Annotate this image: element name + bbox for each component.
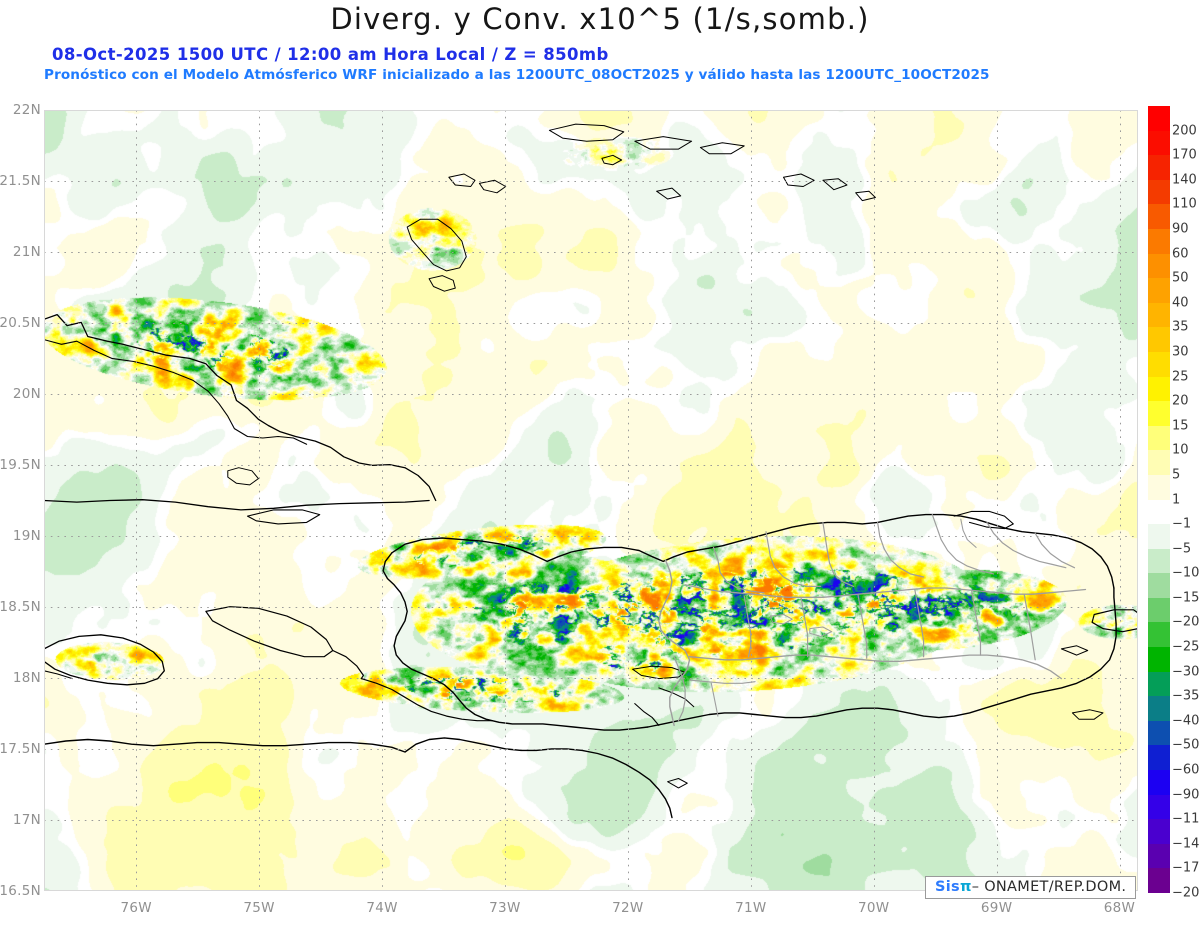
divergence-convergence-shading [44, 110, 1138, 891]
colorbar-swatch [1148, 573, 1170, 598]
colorbar-swatch [1148, 278, 1170, 303]
logo-organization-text: – ONAMET/REP.DOM. [971, 879, 1127, 895]
colorbar-value-label: 90 [1172, 221, 1189, 237]
colorbar-value-label: −110 [1172, 811, 1200, 827]
latitude-tick-label: 17N [12, 812, 41, 828]
colorbar-value-label: −140 [1172, 836, 1200, 852]
forecast-datetime-subtitle: 08-Oct-2025 1500 UTC / 12:00 am Hora Loc… [52, 45, 609, 64]
colorbar-swatch [1148, 253, 1170, 279]
latitude-tick-label: 20.5N [0, 314, 41, 331]
longitude-tick-label: 68W [1103, 900, 1136, 916]
longitude-tick-label: 69W [980, 900, 1013, 916]
colorbar-value-label: 110 [1172, 196, 1197, 212]
logo-pi-icon: π [959, 879, 972, 895]
colorbar-swatch [1148, 179, 1170, 205]
longitude-tick-label: 72W [612, 900, 644, 916]
colorbar-swatch [1148, 499, 1170, 525]
colorbar-swatch [1148, 794, 1170, 820]
colorbar-value-label: 170 [1172, 147, 1197, 163]
colorbar-value-label: −25 [1172, 639, 1200, 655]
colorbar-swatch [1148, 401, 1170, 426]
latitude-tick-label: 21N [12, 243, 41, 260]
colorbar-value-label: −15 [1172, 590, 1200, 606]
colorbar-value-label: −50 [1172, 737, 1200, 753]
colorbar-value-label: 5 [1172, 467, 1181, 483]
colorbar-swatch [1148, 450, 1170, 475]
colorbar-value-label: −170 [1172, 860, 1200, 876]
latitude-tick-label: 17.5N [0, 741, 41, 757]
colorbar-swatch [1148, 597, 1170, 623]
colorbar-swatch [1148, 376, 1170, 402]
colorbar-swatch [1148, 425, 1170, 451]
chart-header: Diverg. y Conv. x10^5 (1/s,somb.) 08-Oct… [0, 0, 1200, 95]
model-description-subtitle: Pronóstico con el Modelo Atmósferico WRF… [44, 67, 990, 83]
colorbar-swatch [1148, 622, 1170, 648]
latitude-tick-label: 16.5N [0, 883, 41, 899]
colorbar-swatch [1148, 204, 1170, 229]
colorbar-value-label: 25 [1172, 369, 1189, 385]
longitude-tick-label: 76W [120, 900, 152, 916]
colorbar-value-label: 35 [1172, 319, 1189, 335]
latitude-tick-label: 18N [12, 670, 41, 687]
colorbar-value-label: 40 [1172, 295, 1189, 311]
colorbar-value-label: −10 [1172, 565, 1200, 581]
colorbar-value-label: 30 [1172, 344, 1189, 360]
latitude-tick-label: 21.5N [0, 172, 41, 189]
colorbar-value-label: 20 [1172, 393, 1189, 409]
colorbar-swatch [1148, 155, 1170, 180]
colorbar-value-label: −200 [1172, 885, 1200, 901]
latitude-tick-label: 18.5N [0, 599, 41, 616]
longitude-tick-label: 75W [243, 900, 275, 916]
longitude-tick-label: 73W [489, 900, 521, 916]
colorbar-value-label: 140 [1172, 172, 1197, 188]
longitude-tick-label: 71W [735, 900, 767, 916]
longitude-tick-label: 70W [857, 900, 890, 916]
attribution-logo-box: Sisπ– ONAMET/REP.DOM. [925, 876, 1137, 899]
colorbar-swatch [1148, 106, 1170, 131]
page-title: Diverg. y Conv. x10^5 (1/s,somb.) [330, 2, 870, 36]
colorbar-value-label: 60 [1172, 246, 1189, 262]
longitude-tick-label: 74W [366, 900, 398, 916]
colorbar-swatch [1148, 696, 1170, 721]
colorbar-swatch [1148, 770, 1170, 795]
colorbar-swatch [1148, 671, 1170, 697]
latitude-tick-label: 22N [12, 102, 41, 118]
colorbar-swatch [1148, 130, 1170, 156]
colorbar-swatch [1148, 548, 1170, 574]
colorbar-swatch [1148, 351, 1170, 377]
colorbar-swatch [1148, 868, 1170, 893]
colorbar-value-label: −5 [1172, 541, 1192, 557]
colorbar-swatch [1148, 745, 1170, 771]
latitude-tick-label: 19.5N [0, 456, 41, 473]
colorbar-swatch [1148, 228, 1170, 254]
colorbar-value-label: −40 [1172, 713, 1200, 729]
colorbar-swatch [1148, 647, 1170, 672]
colorbar-scale[interactable] [1148, 106, 1170, 893]
colorbar-value-label: −35 [1172, 688, 1200, 704]
colorbar-value-label: 15 [1172, 418, 1189, 434]
colorbar-value-label: 200 [1172, 123, 1197, 139]
latitude-tick-label: 20N [12, 385, 41, 402]
colorbar-swatch [1148, 327, 1170, 352]
colorbar-value-label: −20 [1172, 614, 1200, 630]
colorbar-value-label: −30 [1172, 664, 1200, 680]
colorbar-swatch [1148, 843, 1170, 869]
colorbar-swatch [1148, 819, 1170, 844]
colorbar-value-label: −60 [1172, 762, 1200, 778]
colorbar-value-label: 10 [1172, 442, 1189, 458]
colorbar-swatch [1148, 524, 1170, 549]
latitude-tick-label: 19N [12, 528, 41, 545]
logo-sis-text: Sis [935, 879, 960, 895]
colorbar-swatch [1148, 720, 1170, 746]
colorbar-value-label: −1 [1172, 516, 1192, 532]
colorbar-value-label: −90 [1172, 787, 1200, 803]
colorbar-swatch [1148, 302, 1170, 328]
colorbar-value-label: 1 [1172, 492, 1181, 507]
map-plot-area[interactable] [44, 110, 1138, 891]
colorbar-swatch [1148, 474, 1170, 500]
colorbar-value-label: 50 [1172, 270, 1189, 286]
